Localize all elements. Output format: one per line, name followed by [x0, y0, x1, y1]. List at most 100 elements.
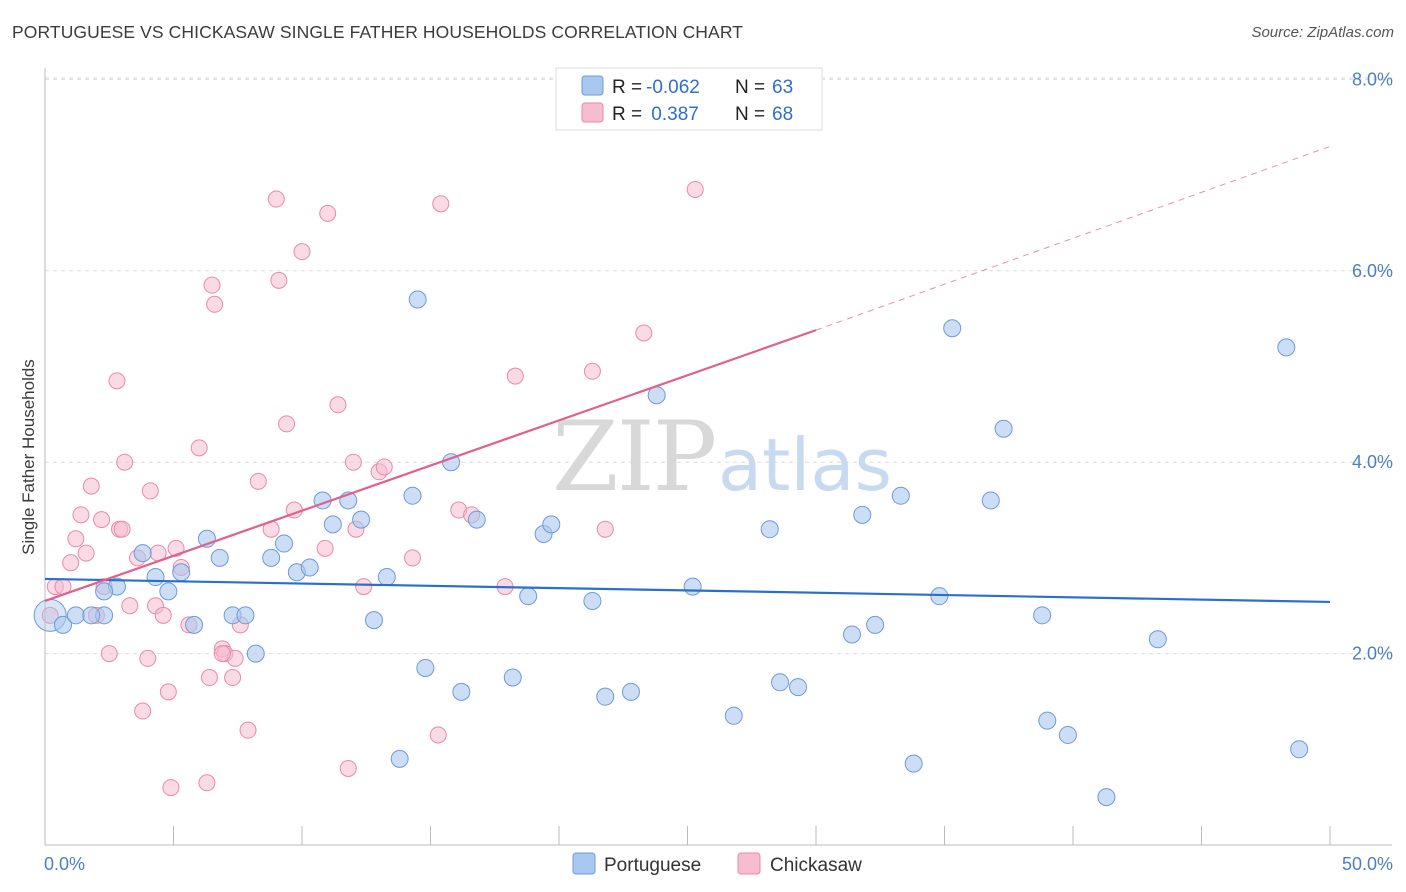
portuguese-point-62	[1290, 740, 1309, 759]
chickasaw-trend-line	[44, 329, 817, 603]
portuguese-point-37	[542, 515, 561, 534]
portuguese-point-34	[503, 668, 522, 687]
portuguese-point-28	[403, 486, 422, 505]
chickasaw-point-43	[278, 415, 296, 433]
chickasaw-point-65	[686, 180, 704, 198]
bottom-legend-portuguese: Portuguese	[604, 855, 701, 876]
portuguese-point-22	[323, 515, 342, 534]
portuguese-point-57	[1038, 711, 1057, 730]
legend-r-value-1: -0.062	[646, 77, 700, 98]
portuguese-point-49	[866, 615, 885, 634]
chickasaw-point-67	[113, 520, 131, 538]
chickasaw-point-63	[596, 520, 614, 538]
portuguese-point-40	[621, 682, 640, 701]
chickasaw-point-29	[198, 774, 216, 792]
chickasaw-point-47	[319, 204, 337, 222]
portuguese-point-27	[390, 749, 409, 768]
bottom-legend-swatch-portuguese	[572, 852, 596, 875]
portuguese-point-46	[789, 678, 808, 697]
chickasaw-point-23	[159, 683, 177, 701]
portuguese-point-4	[82, 606, 101, 625]
chickasaw-point-17	[134, 702, 152, 720]
portuguese-point-58	[1058, 725, 1077, 744]
chickasaw-point-50	[344, 453, 362, 471]
portuguese-point-16	[246, 644, 265, 663]
chickasaw-point-32	[206, 295, 224, 313]
grid-lines	[45, 77, 1392, 655]
chickasaw-point-52	[355, 578, 373, 596]
chickasaw-point-22	[154, 606, 172, 624]
portuguese-point-8	[146, 568, 165, 587]
legend-n-value-2: 68	[772, 104, 793, 125]
legend-box: R = -0.062 N = 63 R = 0.387 N = 68	[555, 67, 823, 131]
watermark-zip: ZIP	[552, 401, 715, 513]
chickasaw-point-12	[108, 372, 126, 390]
chickasaw-point-56	[429, 726, 447, 744]
chickasaw-point-5	[72, 506, 90, 524]
portuguese-point-18	[275, 534, 294, 553]
chickasaw-point-66	[213, 645, 231, 663]
portuguese-point-50	[891, 486, 910, 505]
watermark-atlas: atlas	[718, 423, 892, 507]
chickasaw-point-57	[432, 195, 450, 213]
portuguese-point-29	[408, 290, 427, 309]
source-label: Source: ZipAtlas.com	[1251, 24, 1394, 41]
portuguese-point-43	[724, 706, 743, 725]
chickasaw-point-41	[267, 190, 285, 208]
portuguese-point-20	[300, 558, 319, 577]
portuguese-point-6	[95, 582, 114, 601]
portuguese-point-25	[364, 611, 383, 630]
portuguese-point-42	[683, 577, 702, 596]
chickasaw-point-39	[249, 472, 267, 490]
chickasaw-point-4	[67, 530, 85, 548]
chickasaw-trend-extension	[815, 145, 1331, 331]
legend-swatch-portuguese	[581, 75, 604, 96]
portuguese-point-48	[853, 505, 872, 524]
chickasaw-point-30	[200, 669, 218, 687]
chickasaw-point-55	[404, 549, 422, 567]
portuguese-point-26	[377, 568, 396, 587]
chickasaw-point-46	[316, 539, 334, 557]
portuguese-point-53	[943, 319, 962, 338]
portuguese-point-39	[596, 687, 615, 706]
portuguese-point-61	[1277, 338, 1296, 357]
chickasaw-point-9	[93, 511, 111, 529]
portuguese-point-11	[185, 615, 204, 634]
portuguese-point-2	[66, 606, 85, 625]
portuguese-point-55	[994, 419, 1013, 438]
portuguese-point-54	[981, 491, 1000, 510]
chickasaw-point-11	[100, 645, 118, 663]
portuguese-point-52	[930, 587, 949, 606]
chickasaw-point-38	[239, 721, 257, 739]
chickasaw-point-42	[270, 271, 288, 289]
portuguese-point-7	[133, 544, 152, 563]
chickasaw-point-6	[77, 544, 95, 562]
portuguese-point-24	[352, 510, 371, 529]
portuguese-point-45	[771, 673, 790, 692]
y-axis-label: Single Father Households	[19, 359, 38, 555]
y-tick-label-1: 4.0%	[1352, 452, 1393, 472]
chart-title: PORTUGUESE VS CHICKASAW SINGLE FATHER HO…	[12, 22, 744, 42]
bottom-legend-swatch-chickasaw	[737, 852, 761, 875]
legend-n-label-1: N =	[735, 77, 765, 98]
legend-n-label-2: N =	[735, 104, 765, 125]
chickasaw-point-19	[141, 482, 159, 500]
chickasaw-point-28	[190, 439, 208, 457]
portuguese-point-56	[1033, 606, 1052, 625]
portuguese-point-38	[583, 591, 602, 610]
chickasaw-point-3	[62, 554, 80, 572]
chickasaw-point-25	[167, 539, 185, 557]
portuguese-point-15	[236, 606, 255, 625]
portuguese-point-44	[760, 520, 779, 539]
portuguese-point-1	[53, 615, 72, 634]
chickasaw-point-49	[339, 759, 357, 777]
portuguese-point-59	[1097, 788, 1116, 807]
y-tick-label-2: 6.0%	[1352, 261, 1393, 281]
chickasaw-point-0	[41, 606, 59, 624]
x-tick-labels: 0.0% 50.0%	[44, 854, 1393, 874]
axes	[44, 68, 1392, 846]
trend-lines	[44, 145, 1331, 604]
chickasaw-point-35	[224, 669, 242, 687]
portuguese-point-10	[172, 563, 191, 582]
